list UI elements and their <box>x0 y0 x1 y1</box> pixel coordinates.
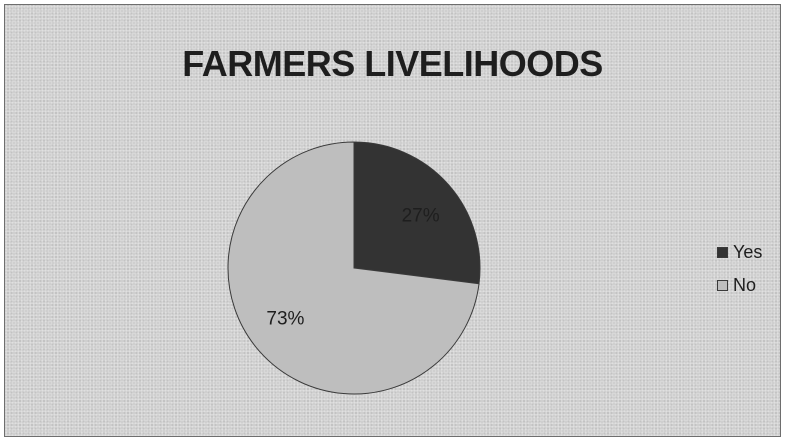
chart-title: FARMERS LIVELIHOODS <box>182 43 603 84</box>
legend-swatch-no <box>717 279 728 291</box>
chart-area: FARMERS LIVELIHOODS 27% 73% Yes No <box>4 4 781 437</box>
legend-label-yes: Yes <box>733 241 763 262</box>
slice-label-yes: 27% <box>402 205 440 226</box>
pie-slice-no <box>227 141 480 395</box>
legend-item-no: No <box>717 274 762 296</box>
pie-slice-yes <box>353 141 481 285</box>
slice-label-no: 73% <box>266 309 304 330</box>
legend-swatch-yes <box>717 246 728 258</box>
legend: Yes No <box>717 241 762 307</box>
legend-item-yes: Yes <box>717 241 762 263</box>
pie-chart: 27% 73% <box>227 141 481 395</box>
legend-label-no: No <box>733 274 757 295</box>
